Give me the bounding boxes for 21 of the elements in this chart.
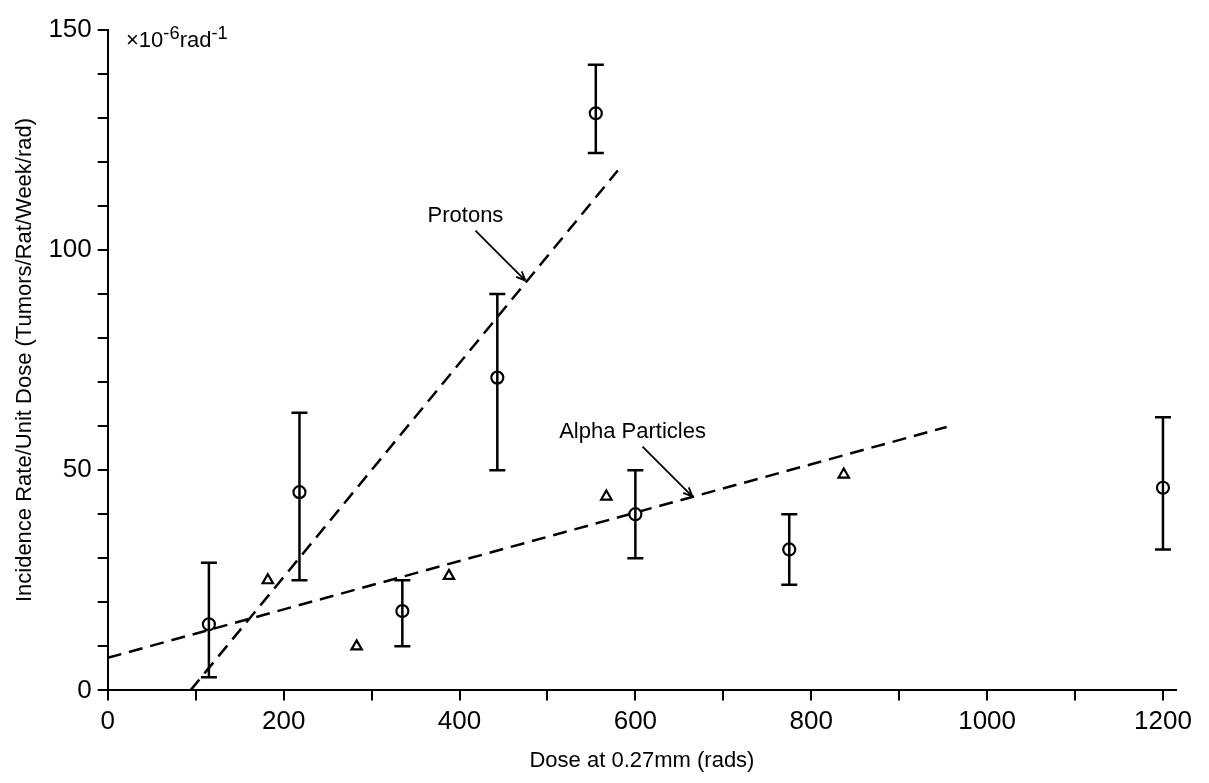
point <box>350 639 363 651</box>
x-tick-label: 400 <box>437 705 482 736</box>
point <box>600 489 613 501</box>
y-tick-label: 150 <box>48 12 92 43</box>
point <box>261 573 275 585</box>
x-tick-label: 0 <box>100 705 116 736</box>
annotation: Alpha Particles <box>559 417 706 443</box>
y-tick-label: 0 <box>77 673 92 704</box>
x-tick-label: 200 <box>261 705 306 736</box>
y-tick-label: 100 <box>48 233 92 264</box>
x-tick-label: 800 <box>789 705 833 736</box>
x-tick-label: 1000 <box>958 705 1017 736</box>
x-axis-title: Dose at 0.27mm (rads) <box>529 746 755 772</box>
y-tick-label: 50 <box>62 453 92 484</box>
point <box>837 467 851 479</box>
annotation: Protons <box>427 201 504 227</box>
point <box>442 568 456 580</box>
annotation: ×10$^{-6}$rad$^{-1}$ <box>126 22 228 54</box>
x-tick-label: 1200 <box>1134 705 1192 736</box>
x-tick-label: 600 <box>613 705 658 736</box>
y-axis-title: Incidence Rate/Unit Dose (Tumors/Rat/Week/rad) <box>11 117 37 603</box>
